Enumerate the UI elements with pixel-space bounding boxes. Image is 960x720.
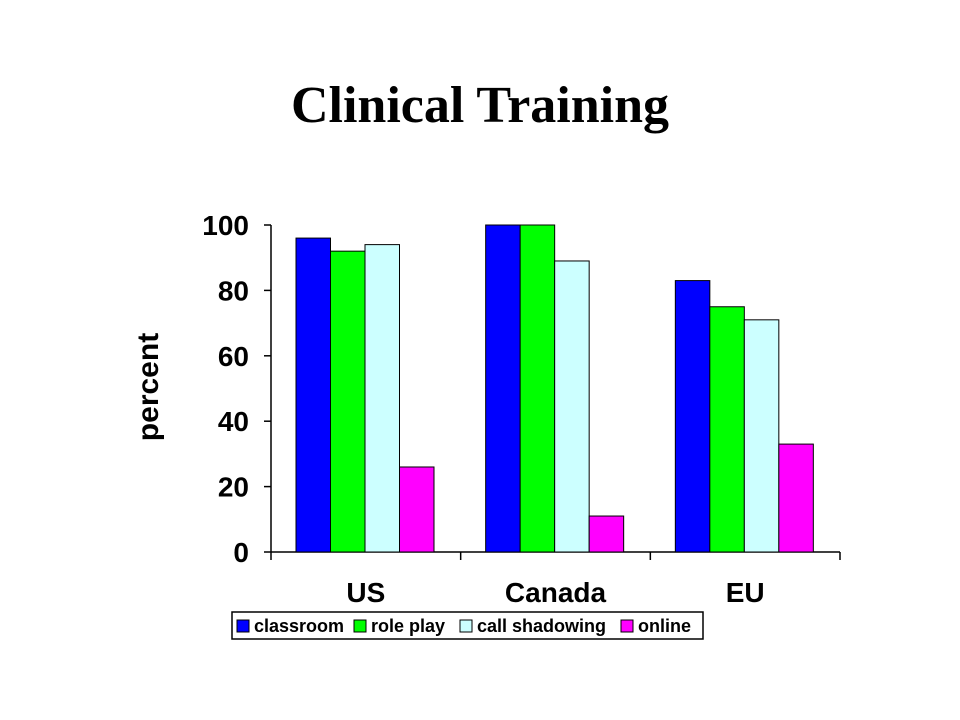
legend-swatch [459, 619, 473, 633]
bar [778, 443, 814, 553]
bar [485, 224, 521, 553]
y-tick-label: 40 [218, 406, 249, 437]
legend-label: classroom [254, 616, 344, 636]
y-axis-label: percent [132, 333, 165, 441]
y-tick-label: 100 [202, 210, 249, 241]
bars [295, 224, 814, 553]
y-tick-label: 80 [218, 275, 249, 306]
bar [674, 280, 711, 553]
legend: classroom role play call shadowing online [231, 611, 704, 640]
legend-label: role play [371, 616, 445, 636]
bar [743, 319, 780, 553]
bar [399, 466, 435, 553]
legend-label: online [638, 616, 691, 636]
y-tick-label: 0 [233, 537, 249, 568]
y-tick-label: 60 [218, 341, 249, 372]
y-axis: 0 20 40 60 80 100 [202, 210, 272, 568]
legend-label: call shadowing [477, 616, 606, 636]
legend-swatch [353, 619, 367, 633]
bar [519, 224, 556, 553]
bar [709, 306, 745, 553]
bar [364, 244, 400, 553]
bar [554, 260, 590, 553]
bar [330, 250, 366, 553]
bar [588, 515, 625, 553]
x-tick-label: EU [726, 577, 765, 608]
y-tick-label: 20 [218, 472, 249, 503]
x-axis: US Canada EU [270, 551, 841, 608]
legend-swatch [620, 619, 634, 633]
legend-swatch [236, 619, 250, 633]
chart-title: Clinical Training [290, 77, 670, 134]
x-tick-label: US [346, 577, 385, 608]
x-tick-label: Canada [505, 577, 607, 608]
bar [295, 237, 331, 553]
